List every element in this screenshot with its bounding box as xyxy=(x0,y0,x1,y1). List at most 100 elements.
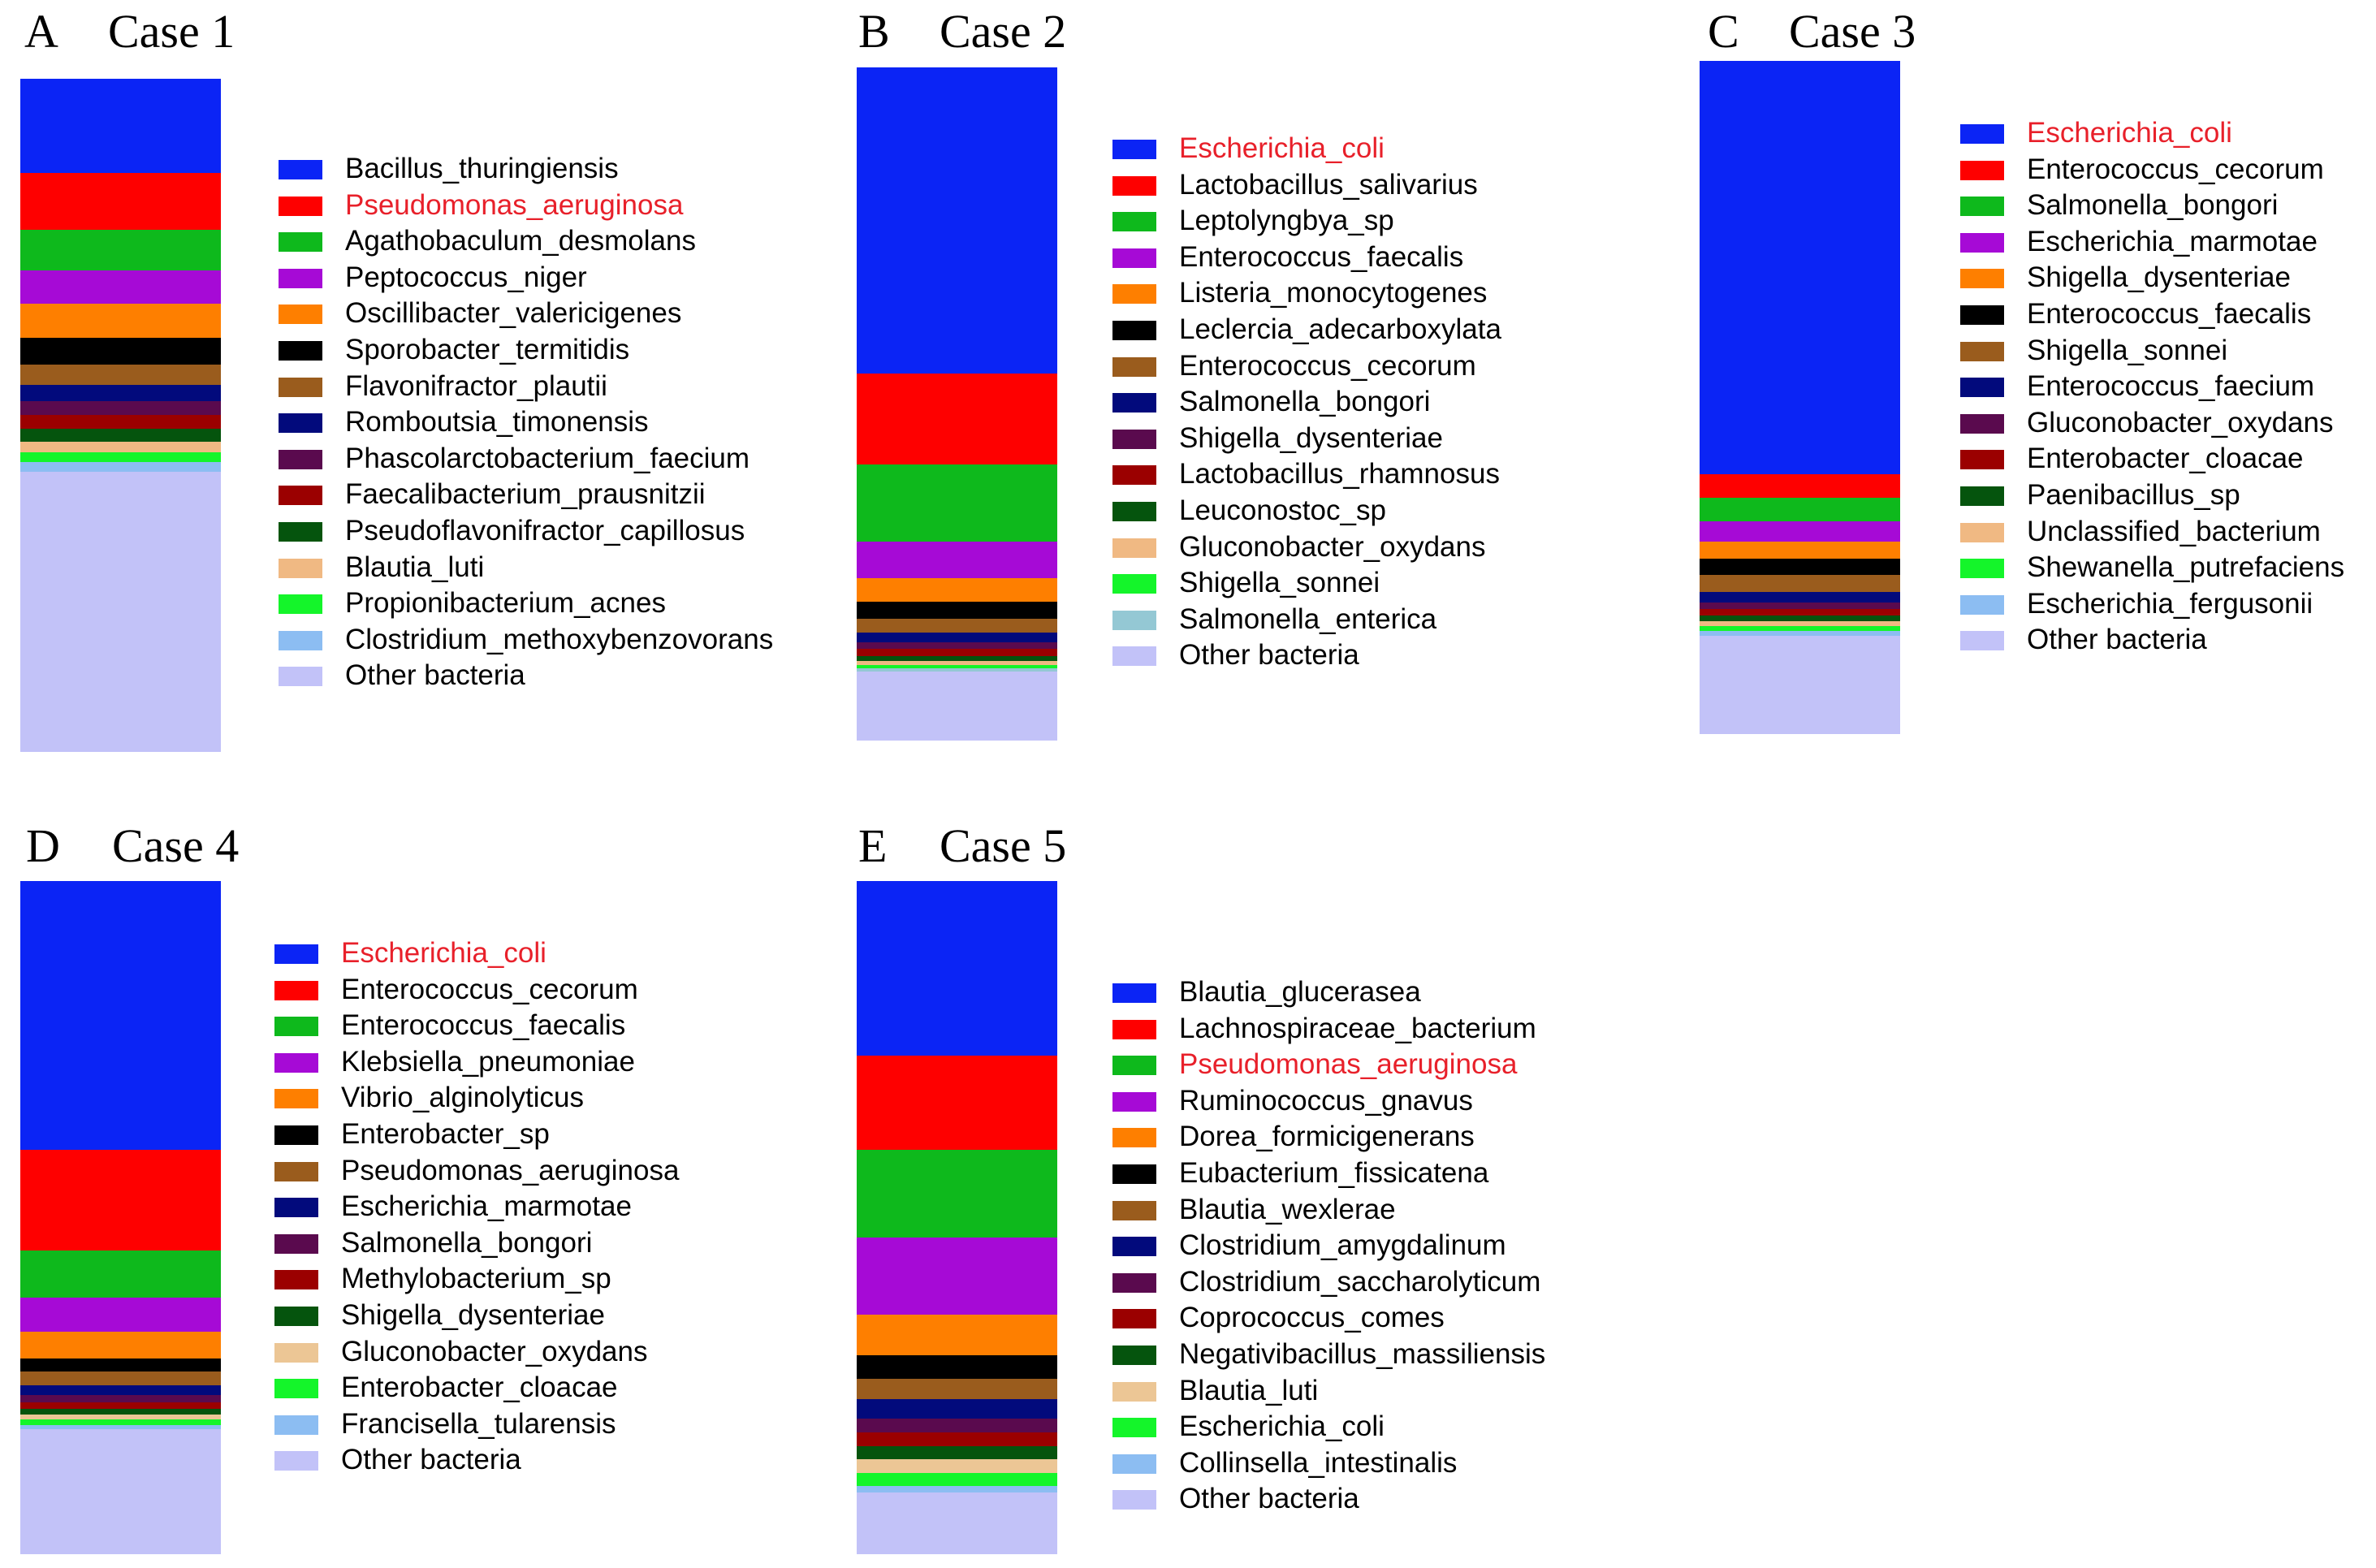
bar-segment xyxy=(1700,608,1900,616)
legend-swatch xyxy=(274,980,318,1000)
legend-label: Salmonella_enterica xyxy=(1179,603,1437,635)
legend-swatch xyxy=(1112,1490,1156,1510)
bar-segment xyxy=(857,1315,1057,1356)
legend-swatch xyxy=(1112,393,1156,413)
bar-segment xyxy=(1700,626,1900,632)
bar-segment xyxy=(20,172,221,231)
bar-segment xyxy=(20,1408,221,1415)
legend-swatch xyxy=(1960,631,2004,651)
legend-label: Collinsella_intestinalis xyxy=(1179,1446,1458,1479)
legend-label: Pseudomonas_aeruginosa xyxy=(345,188,684,221)
legend-swatch xyxy=(1960,160,2004,180)
legend-swatch xyxy=(1112,140,1156,159)
legend-swatch xyxy=(279,522,322,542)
legend-swatch xyxy=(1960,305,2004,325)
legend-label: Flavonifractor_plautii xyxy=(345,369,607,402)
bar-segment xyxy=(857,373,1057,465)
bar-segment xyxy=(1700,616,1900,622)
legend-label: Enterococcus_faecalis xyxy=(341,1009,626,1042)
legend-label: Escherichia_coli xyxy=(2027,117,2232,149)
legend-label: Pseudomonas_aeruginosa xyxy=(341,1154,680,1186)
legend-swatch xyxy=(274,1198,318,1218)
bar-segment xyxy=(857,649,1057,657)
bar-segment xyxy=(20,270,221,305)
legend-label: Pseudoflavonifractor_capillosus xyxy=(345,515,745,546)
legend-label: Propionibacterium_acnes xyxy=(345,587,666,620)
legend-label: Enterococcus_cecorum xyxy=(341,973,638,1005)
bar-segment xyxy=(857,541,1057,579)
legend-label: Blautia_wexlerae xyxy=(1179,1193,1396,1225)
legend-swatch xyxy=(279,413,322,434)
legend-label: Lactobacillus_rhamnosus xyxy=(1179,458,1500,490)
legend-label: Phascolarctobacterium_faecium xyxy=(345,442,750,474)
legend-label: Other bacteria xyxy=(2027,624,2207,656)
legend-swatch xyxy=(1112,1237,1156,1257)
bar-segment xyxy=(20,1428,221,1554)
legend-label: Sporobacter_termitidis xyxy=(345,334,630,365)
legend-label: Shigella_sonnei xyxy=(1179,567,1380,599)
legend-swatch xyxy=(279,594,322,615)
legend-swatch xyxy=(279,667,322,687)
bar-segment xyxy=(857,67,1057,374)
bar-segment xyxy=(1700,592,1900,603)
bar-segment xyxy=(857,881,1057,1056)
legend-swatch xyxy=(1960,269,2004,289)
legend-swatch xyxy=(274,1451,318,1471)
legend-swatch xyxy=(1960,450,2004,470)
legend-label: Other bacteria xyxy=(341,1444,521,1476)
bar-segment xyxy=(20,1251,221,1298)
legend-swatch xyxy=(1112,356,1156,377)
legend-swatch xyxy=(1112,1346,1156,1365)
legend-label: Pseudomonas_aeruginosa xyxy=(1179,1048,1518,1081)
bar-segment xyxy=(20,364,221,386)
legend-label: Klebsiella_pneumoniae xyxy=(341,1045,635,1078)
legend-swatch xyxy=(1112,212,1156,232)
legend-label: Gluconobacter_oxydans xyxy=(341,1335,648,1367)
legend-swatch xyxy=(1112,1418,1156,1438)
legend-label: Unclassified_bacterium xyxy=(2027,515,2321,547)
panel-letter: C xyxy=(1708,5,1739,58)
legend-label: Gluconobacter_oxydans xyxy=(1179,530,1486,563)
legend-label: Enterobacter_cloacae xyxy=(341,1371,618,1404)
legend-swatch xyxy=(279,196,322,216)
legend-label: Enterococcus_faecalis xyxy=(2027,298,2312,330)
legend-swatch xyxy=(1960,124,2004,144)
bar-segment xyxy=(857,1056,1057,1151)
bar-segment xyxy=(857,632,1057,643)
bar-segment xyxy=(857,1378,1057,1400)
legend-label: Escherichia_coli xyxy=(1179,132,1385,164)
legend-label: Clostridium_amygdalinum xyxy=(1179,1229,1506,1262)
bar-segment xyxy=(20,1419,221,1426)
bar-segment xyxy=(20,1395,221,1403)
legend-label: Shewanella_putrefaciens xyxy=(2027,551,2345,584)
legend-swatch xyxy=(274,1017,318,1037)
legend-label: Salmonella_bongori xyxy=(341,1226,593,1259)
legend-label: Enterococcus_faecalis xyxy=(1179,240,1464,273)
legend-swatch xyxy=(1960,486,2004,506)
legend-label: Shigella_dysenteriae xyxy=(1179,421,1443,454)
legend-label: Paenibacillus_sp xyxy=(2027,479,2240,511)
legend-swatch xyxy=(1960,341,2004,361)
bar-segment xyxy=(857,1150,1057,1238)
bar-segment xyxy=(857,1492,1057,1554)
bar-segment xyxy=(857,668,1057,672)
legend-label: Other bacteria xyxy=(1179,1483,1359,1515)
legend-swatch xyxy=(1112,429,1156,449)
legend-swatch xyxy=(1960,594,2004,615)
legend-label: Lactobacillus_salivarius xyxy=(1179,168,1478,201)
legend-label: Salmonella_bongori xyxy=(2027,189,2279,222)
legend-swatch xyxy=(1112,175,1156,196)
legend-swatch xyxy=(274,1307,318,1326)
legend-swatch xyxy=(1960,413,2004,434)
bar-segment xyxy=(857,1419,1057,1433)
legend-label: Vibrio_alginolyticus xyxy=(341,1082,584,1114)
bar-segment xyxy=(1700,558,1900,577)
panel-title: Case 4 xyxy=(112,819,240,872)
legend-swatch xyxy=(1112,284,1156,305)
legend-label: Eubacterium_fissicatena xyxy=(1179,1157,1489,1189)
stacked-bar xyxy=(857,67,1057,741)
panel-letter: D xyxy=(26,819,60,872)
legend-label: Shigella_dysenteriae xyxy=(341,1299,605,1331)
legend-swatch xyxy=(274,944,318,964)
bar-segment xyxy=(857,1432,1057,1447)
